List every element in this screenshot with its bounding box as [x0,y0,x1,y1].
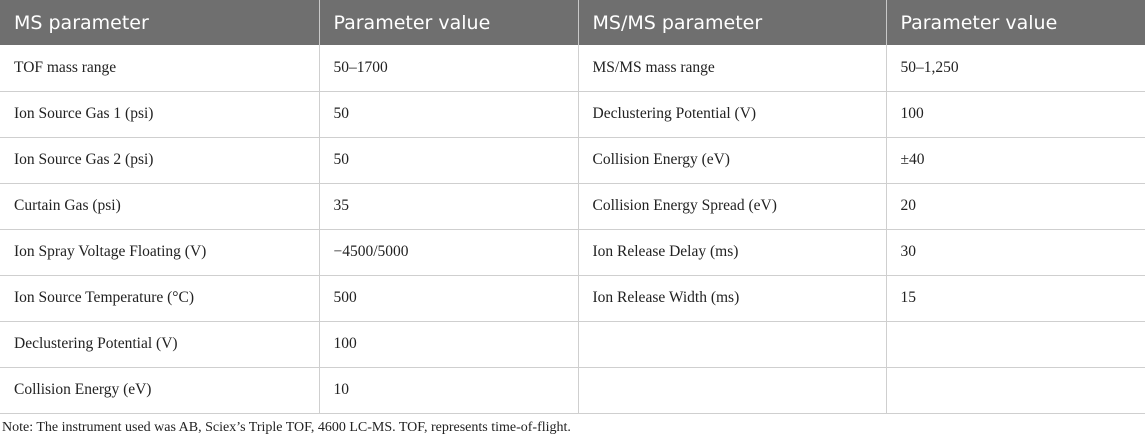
header-msms-parameter-value: Parameter value [885,0,1145,45]
ms-value-cell: 35 [318,183,578,230]
header-ms-parameter-value: Parameter value [318,0,578,45]
msms-value-cell: 50–1,250 [885,45,1145,92]
ms-parameter-cell: Ion Source Gas 2 (psi) [0,137,319,184]
msms-value-cell: 15 [885,275,1145,322]
table-body: TOF mass range 50–1700 MS/MS mass range … [0,45,1145,414]
ms-value-cell: −4500/5000 [318,229,578,276]
table-row: Curtain Gas (psi) 35 Collision Energy Sp… [0,183,1145,230]
header-ms-parameter: MS parameter [0,0,319,45]
msms-parameter-cell [577,321,886,368]
ms-parameter-cell: Ion Source Temperature (°C) [0,275,319,322]
msms-value-cell [885,367,1145,414]
table-row: Ion Spray Voltage Floating (V) −4500/500… [0,229,1145,276]
ms-parameter-cell: Declustering Potential (V) [0,321,319,368]
msms-parameter-cell: Collision Energy Spread (eV) [577,183,886,230]
ms-value-cell: 50 [318,91,578,138]
table-row: TOF mass range 50–1700 MS/MS mass range … [0,45,1145,92]
msms-value-cell: 100 [885,91,1145,138]
ms-parameter-cell: Curtain Gas (psi) [0,183,319,230]
table-row: Declustering Potential (V) 100 [0,321,1145,368]
msms-parameter-cell: Declustering Potential (V) [577,91,886,138]
ms-value-cell: 10 [318,367,578,414]
parameters-table: MS parameter Parameter value MS/MS param… [0,0,1145,414]
table-row: Ion Source Gas 2 (psi) 50 Collision Ener… [0,137,1145,184]
header-row: MS parameter Parameter value MS/MS param… [0,0,1145,45]
ms-parameter-cell: Ion Spray Voltage Floating (V) [0,229,319,276]
ms-parameter-cell: Ion Source Gas 1 (psi) [0,91,319,138]
table-row: Collision Energy (eV) 10 [0,367,1145,414]
msms-parameter-cell: Ion Release Delay (ms) [577,229,886,276]
header-msms-parameter: MS/MS parameter [577,0,886,45]
msms-parameter-cell: Ion Release Width (ms) [577,275,886,322]
ms-value-cell: 50 [318,137,578,184]
msms-value-cell: 20 [885,183,1145,230]
ms-parameter-cell: Collision Energy (eV) [0,367,319,414]
ms-parameter-cell: TOF mass range [0,45,319,92]
msms-value-cell: 30 [885,229,1145,276]
table-footnote: Note: The instrument used was AB, Sciex’… [2,420,571,435]
ms-value-cell: 100 [318,321,578,368]
msms-parameter-cell: MS/MS mass range [577,45,886,92]
table-row: Ion Source Temperature (°C) 500 Ion Rele… [0,275,1145,322]
msms-value-cell: ±40 [885,137,1145,184]
table-header: MS parameter Parameter value MS/MS param… [0,0,1145,45]
msms-parameter-cell [577,367,886,414]
msms-value-cell [885,321,1145,368]
msms-parameter-cell: Collision Energy (eV) [577,137,886,184]
ms-value-cell: 500 [318,275,578,322]
ms-value-cell: 50–1700 [318,45,578,92]
table-row: Ion Source Gas 1 (psi) 50 Declustering P… [0,91,1145,138]
